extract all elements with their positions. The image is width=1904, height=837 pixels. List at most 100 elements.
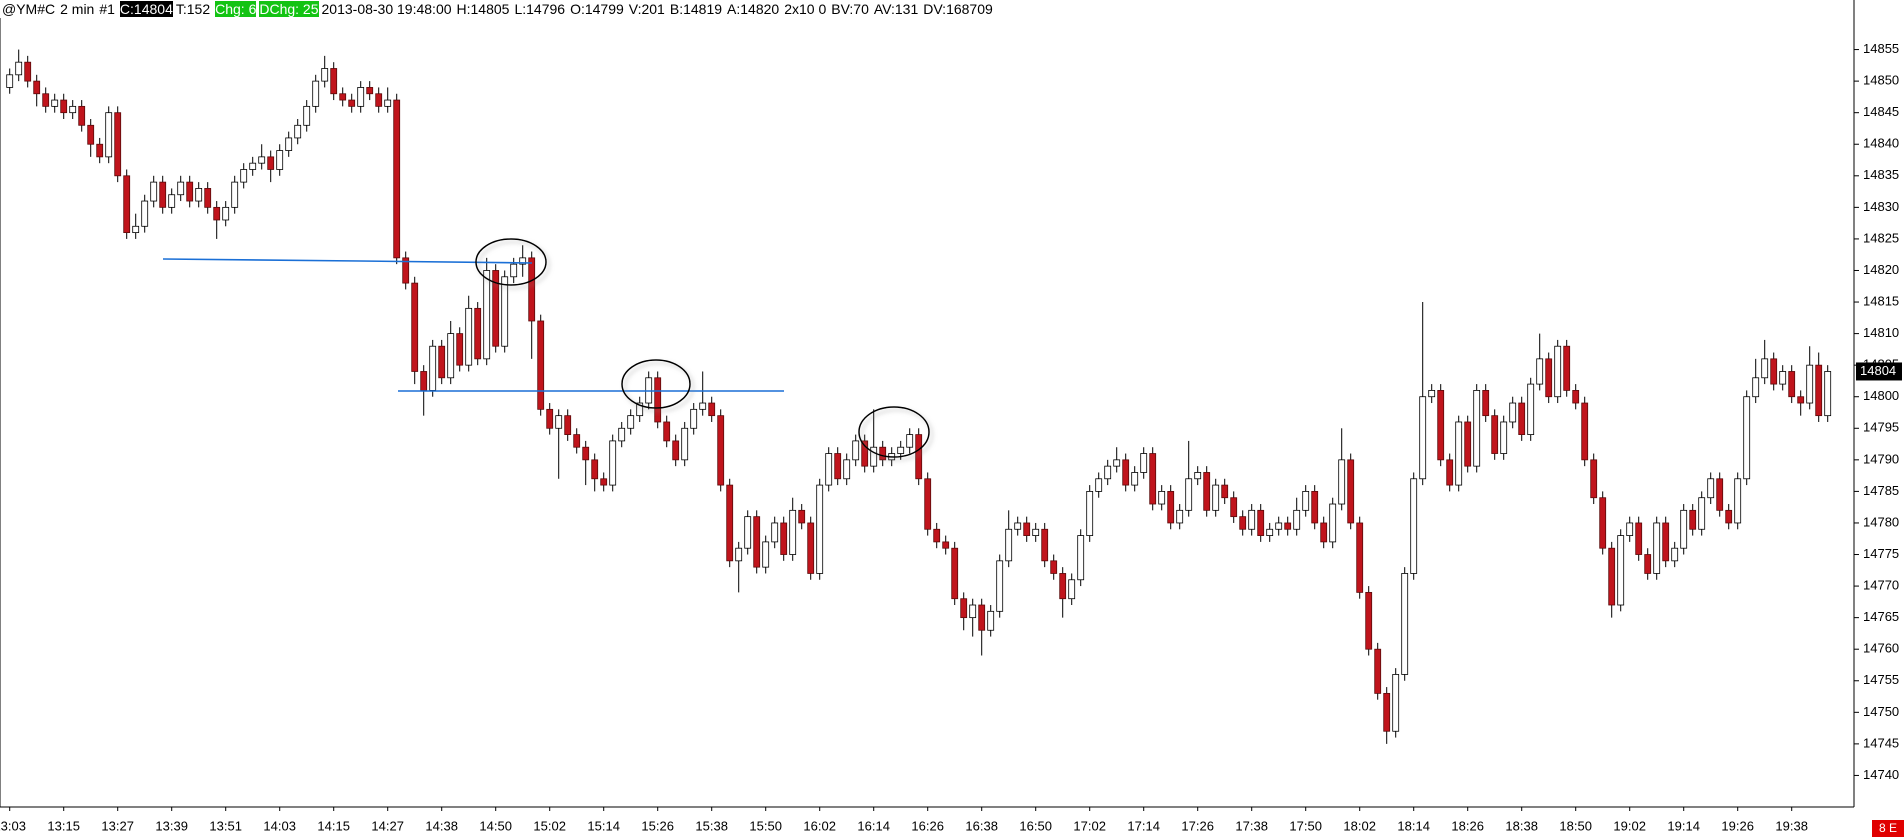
candle-body xyxy=(798,509,806,524)
candle-body xyxy=(771,522,779,543)
symbol: @YM#C xyxy=(2,1,56,17)
candle-body xyxy=(1581,402,1589,461)
candle-body xyxy=(24,61,32,82)
candle-body xyxy=(1014,522,1022,530)
daily-change: DChg: 25 xyxy=(259,1,319,17)
ask: A:14820 xyxy=(727,1,780,17)
x-tick-label: 16:38 xyxy=(965,818,998,833)
candle-body xyxy=(717,415,725,486)
candle-body xyxy=(1374,648,1382,694)
ticks: T:152 xyxy=(175,1,211,17)
candle-body xyxy=(1680,509,1688,549)
candle-body xyxy=(1446,459,1454,486)
candle-body xyxy=(276,150,284,170)
candle-body xyxy=(150,181,158,202)
candle-body xyxy=(1689,509,1697,530)
x-tick-label: 13:15 xyxy=(47,818,80,833)
candle-body xyxy=(1437,390,1445,461)
y-tick-label: 14840 xyxy=(1863,136,1899,151)
x-tick-label: 19:26 xyxy=(1721,818,1754,833)
x-tick-label: 18:38 xyxy=(1505,818,1538,833)
candle-body xyxy=(672,440,680,461)
low: L:14796 xyxy=(514,1,566,17)
x-tick-label: 18:26 xyxy=(1451,818,1484,833)
candle-body xyxy=(420,371,428,391)
candle-body xyxy=(744,516,752,549)
candle-body xyxy=(1428,390,1436,398)
candle-body xyxy=(969,604,977,619)
candle-body xyxy=(1779,371,1787,385)
candle-body xyxy=(1734,478,1742,524)
candle-body xyxy=(33,80,41,95)
candle-body xyxy=(690,408,698,429)
y-tick-label: 14815 xyxy=(1863,293,1899,308)
x-tick-label: 18:02 xyxy=(1343,818,1376,833)
header: @YM#C 2 min #1 C:14804 T:152 Chg: 6 DChg: 25 20… xyxy=(2,0,998,18)
candle-body xyxy=(582,446,590,461)
candle-body xyxy=(1635,522,1643,555)
candle-body xyxy=(1311,490,1319,524)
daily-volume: DV:168709 xyxy=(923,1,993,17)
candle-body xyxy=(870,446,878,467)
candle-body xyxy=(114,112,122,177)
candle-body xyxy=(1275,522,1283,530)
highlight-ellipse xyxy=(858,406,930,458)
candle-body xyxy=(1572,390,1580,404)
candle-body xyxy=(1644,554,1652,574)
y-tick-label: 14785 xyxy=(1863,483,1899,498)
y-tick-label: 14795 xyxy=(1863,420,1899,435)
size: 2x10 0 xyxy=(784,1,827,17)
candle-body xyxy=(636,402,644,417)
candle-body xyxy=(1383,692,1391,732)
last-price-label: 14804 xyxy=(1860,363,1896,378)
candle-body xyxy=(996,560,1004,612)
x-tick-label: 16:14 xyxy=(857,818,890,833)
x-tick-label: 13:39 xyxy=(155,818,188,833)
candle-body xyxy=(1536,358,1544,385)
candle-body xyxy=(1203,472,1211,511)
y-tick-label: 14845 xyxy=(1863,104,1899,119)
candle-body xyxy=(1509,402,1517,423)
candle-body xyxy=(213,206,221,221)
candle-body xyxy=(1725,509,1733,524)
candle-body xyxy=(933,528,941,543)
candle-body xyxy=(474,307,482,360)
candle-body xyxy=(663,421,671,442)
candle-body xyxy=(1131,472,1139,486)
candle-body xyxy=(708,402,716,417)
candle-body xyxy=(1545,358,1553,398)
candle-body xyxy=(1257,509,1265,536)
candle-body xyxy=(1743,396,1751,480)
candle-body xyxy=(1095,478,1103,492)
x-tick-label: 17:14 xyxy=(1127,818,1160,833)
candle-body xyxy=(1788,371,1796,398)
candle-body xyxy=(1005,528,1013,562)
candle-body xyxy=(231,181,239,208)
candle-body xyxy=(1140,453,1148,473)
candle-body xyxy=(600,478,608,486)
x-tick-label: 19:38 xyxy=(1775,818,1808,833)
x-tick-label: 19:02 xyxy=(1613,818,1646,833)
candle-body xyxy=(762,541,770,568)
candle-body xyxy=(141,200,149,227)
x-tick-label: 18:50 xyxy=(1559,818,1592,833)
candle-body xyxy=(1590,459,1598,499)
candle-body xyxy=(1455,421,1463,486)
y-tick-label: 14810 xyxy=(1863,325,1899,340)
y-tick-label: 14835 xyxy=(1863,167,1899,182)
y-tick-label: 14855 xyxy=(1863,41,1899,56)
candle-body xyxy=(564,415,572,435)
candle-body xyxy=(1023,522,1031,536)
candle-body xyxy=(1797,396,1805,404)
candle-body xyxy=(1347,459,1355,524)
candle-body xyxy=(51,99,59,107)
candle-body xyxy=(735,547,743,562)
candle-body xyxy=(393,99,401,259)
candle-body xyxy=(1698,497,1706,530)
highlight-ellipse xyxy=(621,359,691,409)
candle-body xyxy=(168,194,176,208)
candle-body xyxy=(366,87,374,95)
candle-body xyxy=(609,440,617,486)
x-tick-label: 15:50 xyxy=(749,818,782,833)
candle-body xyxy=(861,440,869,467)
